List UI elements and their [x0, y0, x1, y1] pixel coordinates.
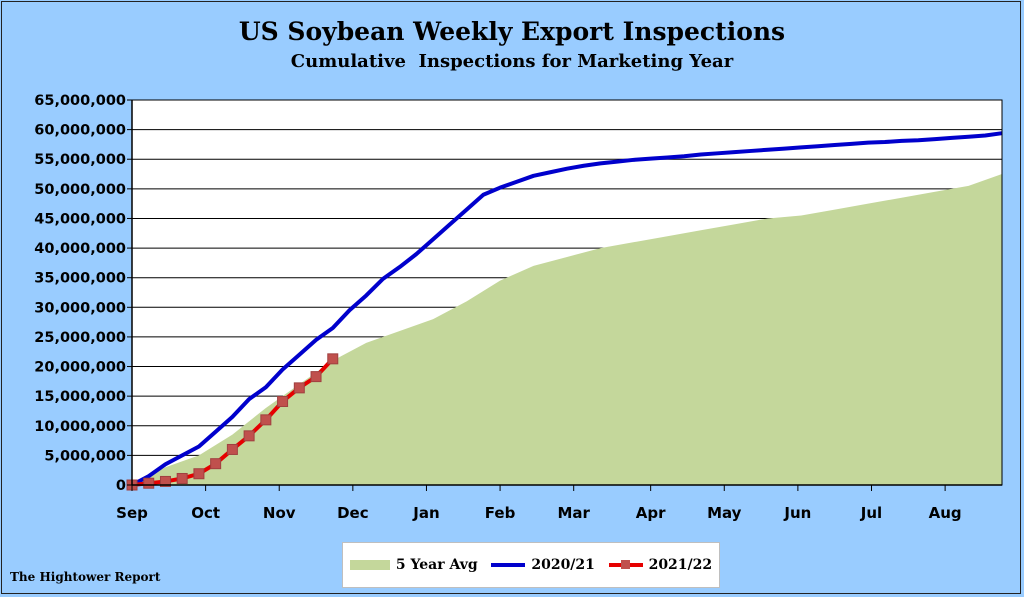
y-tick-label: 60,000,000 — [34, 123, 126, 139]
line-2020-21 — [131, 131, 1003, 487]
x-tick-label: Nov — [263, 504, 296, 522]
legend-label-2020-21: 2020/21 — [531, 557, 595, 573]
legend-item-2020-21: 2020/21 — [491, 557, 595, 573]
legend-marker-2021-22 — [620, 560, 630, 569]
x-tick-label: Feb — [485, 504, 516, 522]
point-2021-22 — [226, 443, 238, 455]
point-2021-22 — [293, 382, 305, 394]
x-tick-label: May — [707, 504, 742, 522]
chart-subtitle: Cumulative Inspections for Marketing Yea… — [291, 51, 734, 72]
y-tick-label: 0 — [116, 478, 126, 494]
footer-credit: The Hightower Report — [10, 570, 161, 584]
point-2021-22 — [210, 458, 222, 470]
x-tick-label: Jan — [412, 504, 439, 522]
line-layer — [126, 131, 1003, 491]
x-tick-labels: Sep Oct Nov Dec Jan Feb Mar Apr May Jun Jul Aug — [116, 504, 961, 522]
point-2021-22 — [193, 468, 205, 480]
y-tick-label: 20,000,000 — [34, 360, 126, 376]
x-tick-label: Jun — [783, 504, 811, 522]
y-tick-label: 65,000,000 — [34, 93, 126, 109]
point-2021-22 — [260, 414, 272, 426]
x-tick-label: Oct — [191, 504, 220, 522]
x-tick-label: Sep — [116, 504, 148, 522]
x-tick-label: Dec — [337, 504, 369, 522]
point-2021-22 — [277, 395, 289, 407]
area-layer — [132, 174, 1002, 486]
legend-swatch-2021-22 — [608, 560, 643, 569]
y-tick-label: 35,000,000 — [34, 271, 126, 287]
chart-title: US Soybean Weekly Export Inspections — [239, 17, 785, 46]
y-tick-labels: 0 5,000,000 10,000,000 15,000,000 20,000,000… — [34, 93, 126, 494]
legend: 5 Year Avg 2020/21 2021/22 — [342, 542, 720, 588]
legend-item-5yr-avg: 5 Year Avg — [349, 557, 478, 573]
point-2021-22 — [159, 475, 171, 487]
y-tick-label: 10,000,000 — [34, 419, 126, 435]
area-5yr-avg — [132, 174, 1002, 486]
y-tick-label: 40,000,000 — [34, 241, 126, 257]
y-tick-label: 50,000,000 — [34, 182, 126, 198]
y-tick-label: 55,000,000 — [34, 152, 126, 168]
point-2021-22 — [243, 430, 255, 442]
legend-label-5yr-avg: 5 Year Avg — [395, 557, 478, 573]
y-tick-label: 30,000,000 — [34, 300, 126, 316]
legend-swatch-area — [349, 560, 390, 570]
point-2021-22 — [327, 353, 339, 365]
y-tick-label: 25,000,000 — [34, 330, 126, 346]
x-tick-label: Jul — [860, 504, 882, 522]
y-tick-label: 45,000,000 — [34, 211, 126, 227]
plot-border — [131, 99, 1003, 486]
legend-label-2021-22: 2021/22 — [648, 557, 713, 573]
axes — [127, 99, 1003, 491]
legend-swatch-2020-21 — [491, 563, 526, 567]
legend-item-2021-22: 2021/22 — [608, 557, 713, 573]
x-tick-label: Apr — [636, 504, 666, 522]
point-2021-22 — [143, 477, 155, 489]
x-tick-label: Mar — [557, 504, 590, 522]
point-2021-22 — [176, 472, 188, 484]
x-tick-label: Aug — [929, 504, 962, 522]
point-2021-22 — [310, 371, 322, 383]
y-tick-label: 15,000,000 — [34, 389, 126, 405]
y-tick-label: 5,000,000 — [44, 448, 126, 464]
